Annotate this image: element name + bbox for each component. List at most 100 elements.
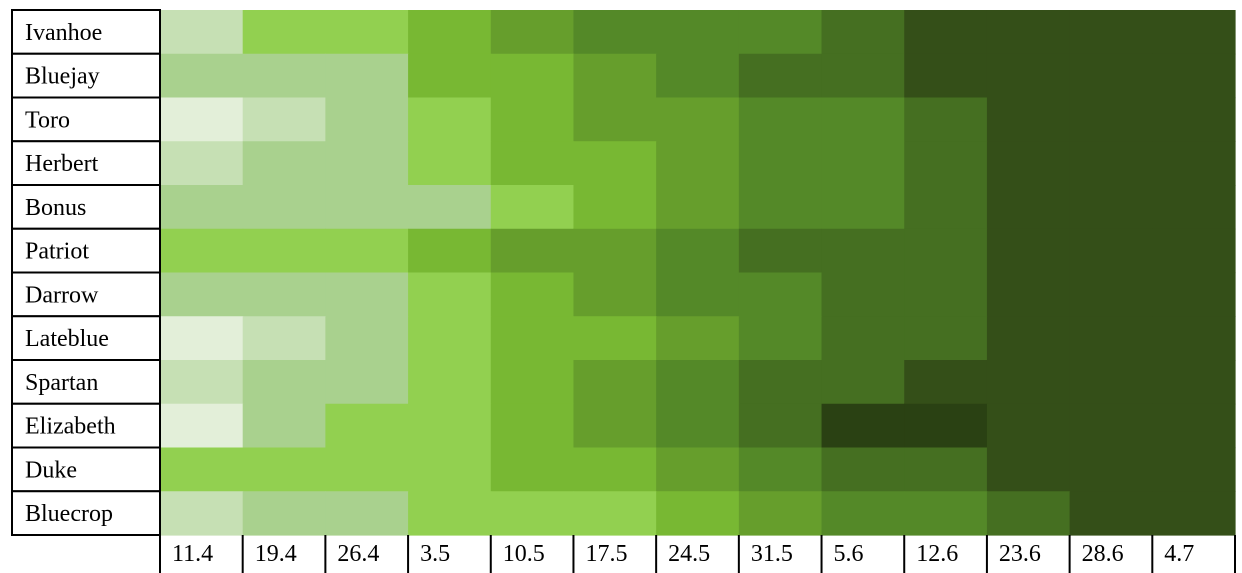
heatmap-cell (656, 316, 740, 361)
heatmap-cell (904, 228, 988, 274)
heatmap-cell (242, 10, 326, 55)
heatmap-cell (904, 272, 988, 317)
column-label: 19.4 (255, 541, 297, 567)
heatmap-cell (1069, 10, 1153, 55)
heatmap-cell (408, 97, 492, 142)
heatmap-cell (325, 97, 409, 142)
heatmap-cell (656, 360, 740, 405)
heatmap-cell (656, 447, 740, 492)
column-label: 12.6 (916, 541, 958, 567)
heatmap-cell (904, 97, 988, 142)
heatmap-cell (738, 447, 823, 492)
heatmap-cell (160, 403, 244, 449)
heatmap-cell (573, 10, 657, 55)
heatmap-cell (986, 272, 1071, 317)
heatmap-cell (325, 272, 409, 317)
heatmap-cell (408, 316, 492, 361)
heatmap-cell (821, 53, 905, 99)
row-label: Elizabeth (25, 414, 116, 440)
heatmap-cell (490, 447, 575, 492)
column-label: 11.4 (172, 541, 213, 567)
column-label: 26.4 (337, 541, 379, 567)
heatmap-cell (160, 10, 244, 55)
heatmap-cell (821, 491, 905, 536)
heatmap-cell (1152, 403, 1236, 449)
heatmap-cell (1152, 272, 1236, 317)
heatmap-cell (656, 10, 740, 55)
heatmap-cell (573, 228, 657, 274)
row-label: Lateblue (25, 326, 109, 352)
heatmap-cell (242, 447, 326, 492)
heatmap-cell (904, 316, 988, 361)
heatmap-cell (408, 447, 492, 492)
heatmap-cell (325, 403, 409, 449)
heatmap-cell (242, 403, 326, 449)
heatmap-cell (242, 228, 326, 274)
heatmap-cell (904, 10, 988, 55)
heatmap-cell (986, 141, 1071, 186)
heatmap-cell (821, 403, 905, 449)
heatmap-cell (656, 491, 740, 536)
heatmap-cell (325, 316, 409, 361)
heatmap-cell (490, 10, 575, 55)
heatmap-cell (738, 491, 823, 536)
heatmap-cell (160, 97, 244, 142)
row-label: Bonus (25, 195, 86, 221)
row-label: Darrow (25, 282, 99, 308)
heatmap-cell (986, 447, 1071, 492)
row-label-box (11, 9, 161, 55)
heatmap-cell (738, 10, 823, 55)
row-label-box (11, 52, 161, 99)
heatmap-cell (160, 272, 244, 317)
heatmap-cell (325, 141, 409, 186)
heatmap-cell (986, 360, 1071, 405)
heatmap-cell (656, 272, 740, 317)
heatmap-cell (573, 272, 657, 317)
heatmap-cell (1069, 141, 1153, 186)
heatmap-cell (656, 228, 740, 274)
heatmap-cell (986, 403, 1071, 449)
heatmap-cell (738, 316, 823, 361)
heatmap-cell (1152, 228, 1236, 274)
heatmap-cell (325, 360, 409, 405)
heatmap-cell (1152, 316, 1236, 361)
row-label: Ivanhoe (25, 20, 102, 46)
row-label: Bluecrop (25, 501, 113, 527)
heatmap-cell (490, 97, 575, 142)
heatmap-cell (573, 360, 657, 405)
heatmap-cell (490, 141, 575, 186)
heatmap-cell (325, 10, 409, 55)
heatmap-cell (1152, 185, 1236, 230)
heatmap-cell (986, 185, 1071, 230)
column-label: 28.6 (1082, 541, 1124, 567)
heatmap-cell (1152, 491, 1236, 536)
heatmap-cell (408, 360, 492, 405)
heatmap-cell (1069, 97, 1153, 142)
heatmap-cell (1152, 10, 1236, 55)
heatmap-cell (1152, 447, 1236, 492)
heatmap-cell (904, 53, 988, 99)
heatmap-cell (490, 316, 575, 361)
heatmap-cell (573, 316, 657, 361)
heatmap-cell (160, 360, 244, 405)
heatmap-cell (1069, 272, 1153, 317)
heatmap-cell (1069, 491, 1153, 536)
row-label: Spartan (25, 370, 98, 396)
heatmap-cell (242, 316, 326, 361)
heatmap-cell (573, 53, 657, 99)
heatmap-cell (408, 10, 492, 55)
heatmap-cell (490, 272, 575, 317)
heatmap-cell (1069, 316, 1153, 361)
heatmap-cell (490, 360, 575, 405)
heatmap-cell (160, 141, 244, 186)
heatmap-cell (1069, 53, 1153, 99)
heatmap-cell (1152, 97, 1236, 142)
heatmap-cells (160, 10, 1236, 536)
heatmap-cell (408, 228, 492, 274)
heatmap-cell (490, 185, 575, 230)
heatmap-cell (573, 97, 657, 142)
heatmap-cell (821, 360, 905, 405)
heatmap-cell (325, 491, 409, 536)
column-label: 24.5 (668, 541, 710, 567)
heatmap-cell (986, 53, 1071, 99)
